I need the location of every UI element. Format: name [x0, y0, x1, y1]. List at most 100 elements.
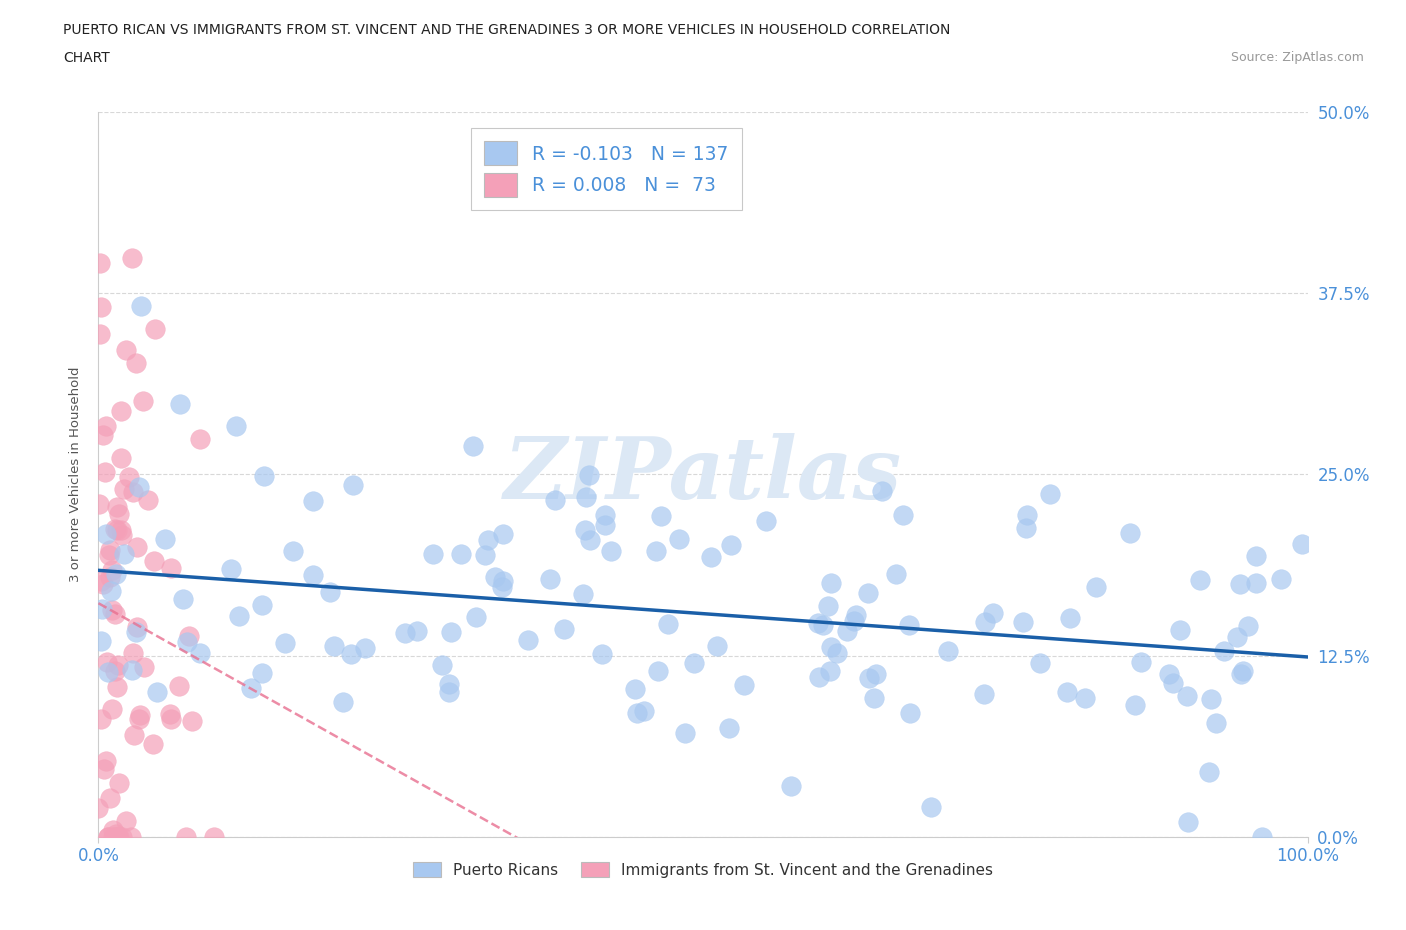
Point: [1177, 815, 1199, 830]
Point: [129, 708, 152, 723]
Point: [302, 494, 325, 509]
Point: [125, 624, 148, 639]
Point: [553, 621, 575, 636]
Point: [169, 396, 191, 411]
Point: [97, 830, 120, 844]
Point: [595, 508, 617, 523]
Point: [981, 605, 1004, 620]
Point: [1244, 576, 1267, 591]
Point: [281, 543, 304, 558]
Point: [111, 527, 134, 542]
Point: [101, 562, 124, 577]
Point: [1232, 664, 1254, 679]
Point: [89, 497, 111, 512]
Point: [110, 450, 132, 465]
Point: [90, 300, 112, 315]
Point: [108, 507, 131, 522]
Point: [842, 614, 865, 629]
Point: [98, 790, 121, 805]
Point: [87, 801, 110, 816]
Point: [115, 342, 138, 357]
Point: [136, 492, 159, 507]
Point: [807, 670, 830, 684]
Point: [145, 321, 167, 336]
Point: [517, 632, 540, 647]
Point: [172, 591, 194, 606]
Point: [112, 482, 135, 497]
Point: [779, 778, 801, 793]
Point: [104, 827, 127, 842]
Point: [159, 706, 181, 721]
Point: [579, 532, 602, 547]
Point: [122, 646, 145, 661]
Point: [474, 548, 496, 563]
Point: [176, 634, 198, 649]
Point: [174, 830, 197, 844]
Point: [920, 800, 942, 815]
Text: ZIPatlas: ZIPatlas: [503, 432, 903, 516]
Point: [131, 393, 153, 408]
Point: [98, 543, 121, 558]
Point: [1251, 830, 1274, 844]
Point: [302, 567, 325, 582]
Point: [405, 623, 427, 638]
Y-axis label: 3 or more Vehicles in Household: 3 or more Vehicles in Household: [69, 366, 83, 582]
Point: [96, 754, 118, 769]
Point: [188, 432, 211, 446]
Point: [591, 646, 613, 661]
Point: [538, 572, 561, 587]
Point: [837, 623, 859, 638]
Point: [104, 664, 127, 679]
Point: [114, 814, 136, 829]
Point: [97, 664, 120, 679]
Point: [657, 617, 679, 631]
Point: [89, 326, 111, 341]
Point: [322, 639, 344, 654]
Point: [169, 678, 191, 693]
Point: [105, 680, 128, 695]
Point: [1205, 715, 1227, 730]
Point: [700, 550, 723, 565]
Point: [160, 711, 183, 726]
Point: [105, 499, 128, 514]
Point: [101, 603, 124, 618]
Point: [1226, 630, 1249, 644]
Point: [1157, 667, 1180, 682]
Point: [1056, 684, 1078, 699]
Point: [108, 830, 131, 844]
Point: [1012, 615, 1035, 630]
Point: [250, 666, 273, 681]
Point: [720, 538, 742, 552]
Point: [1074, 691, 1097, 706]
Point: [673, 725, 696, 740]
Point: [1175, 689, 1198, 704]
Point: [1161, 675, 1184, 690]
Point: [574, 490, 596, 505]
Point: [645, 543, 668, 558]
Point: [1229, 666, 1251, 681]
Point: [134, 659, 156, 674]
Point: [240, 680, 263, 695]
Point: [160, 561, 183, 576]
Point: [100, 583, 122, 598]
Point: [600, 544, 623, 559]
Point: [973, 615, 995, 630]
Point: [96, 655, 118, 670]
Point: [647, 663, 669, 678]
Point: [817, 598, 839, 613]
Point: [128, 480, 150, 495]
Point: [342, 478, 364, 493]
Point: [125, 356, 148, 371]
Point: [1085, 579, 1108, 594]
Point: [250, 597, 273, 612]
Point: [1028, 656, 1050, 671]
Point: [813, 618, 835, 632]
Point: [820, 576, 842, 591]
Point: [105, 567, 128, 582]
Point: [430, 658, 453, 673]
Point: [127, 620, 149, 635]
Point: [332, 695, 354, 710]
Point: [450, 547, 472, 562]
Point: [437, 684, 460, 699]
Point: [624, 682, 647, 697]
